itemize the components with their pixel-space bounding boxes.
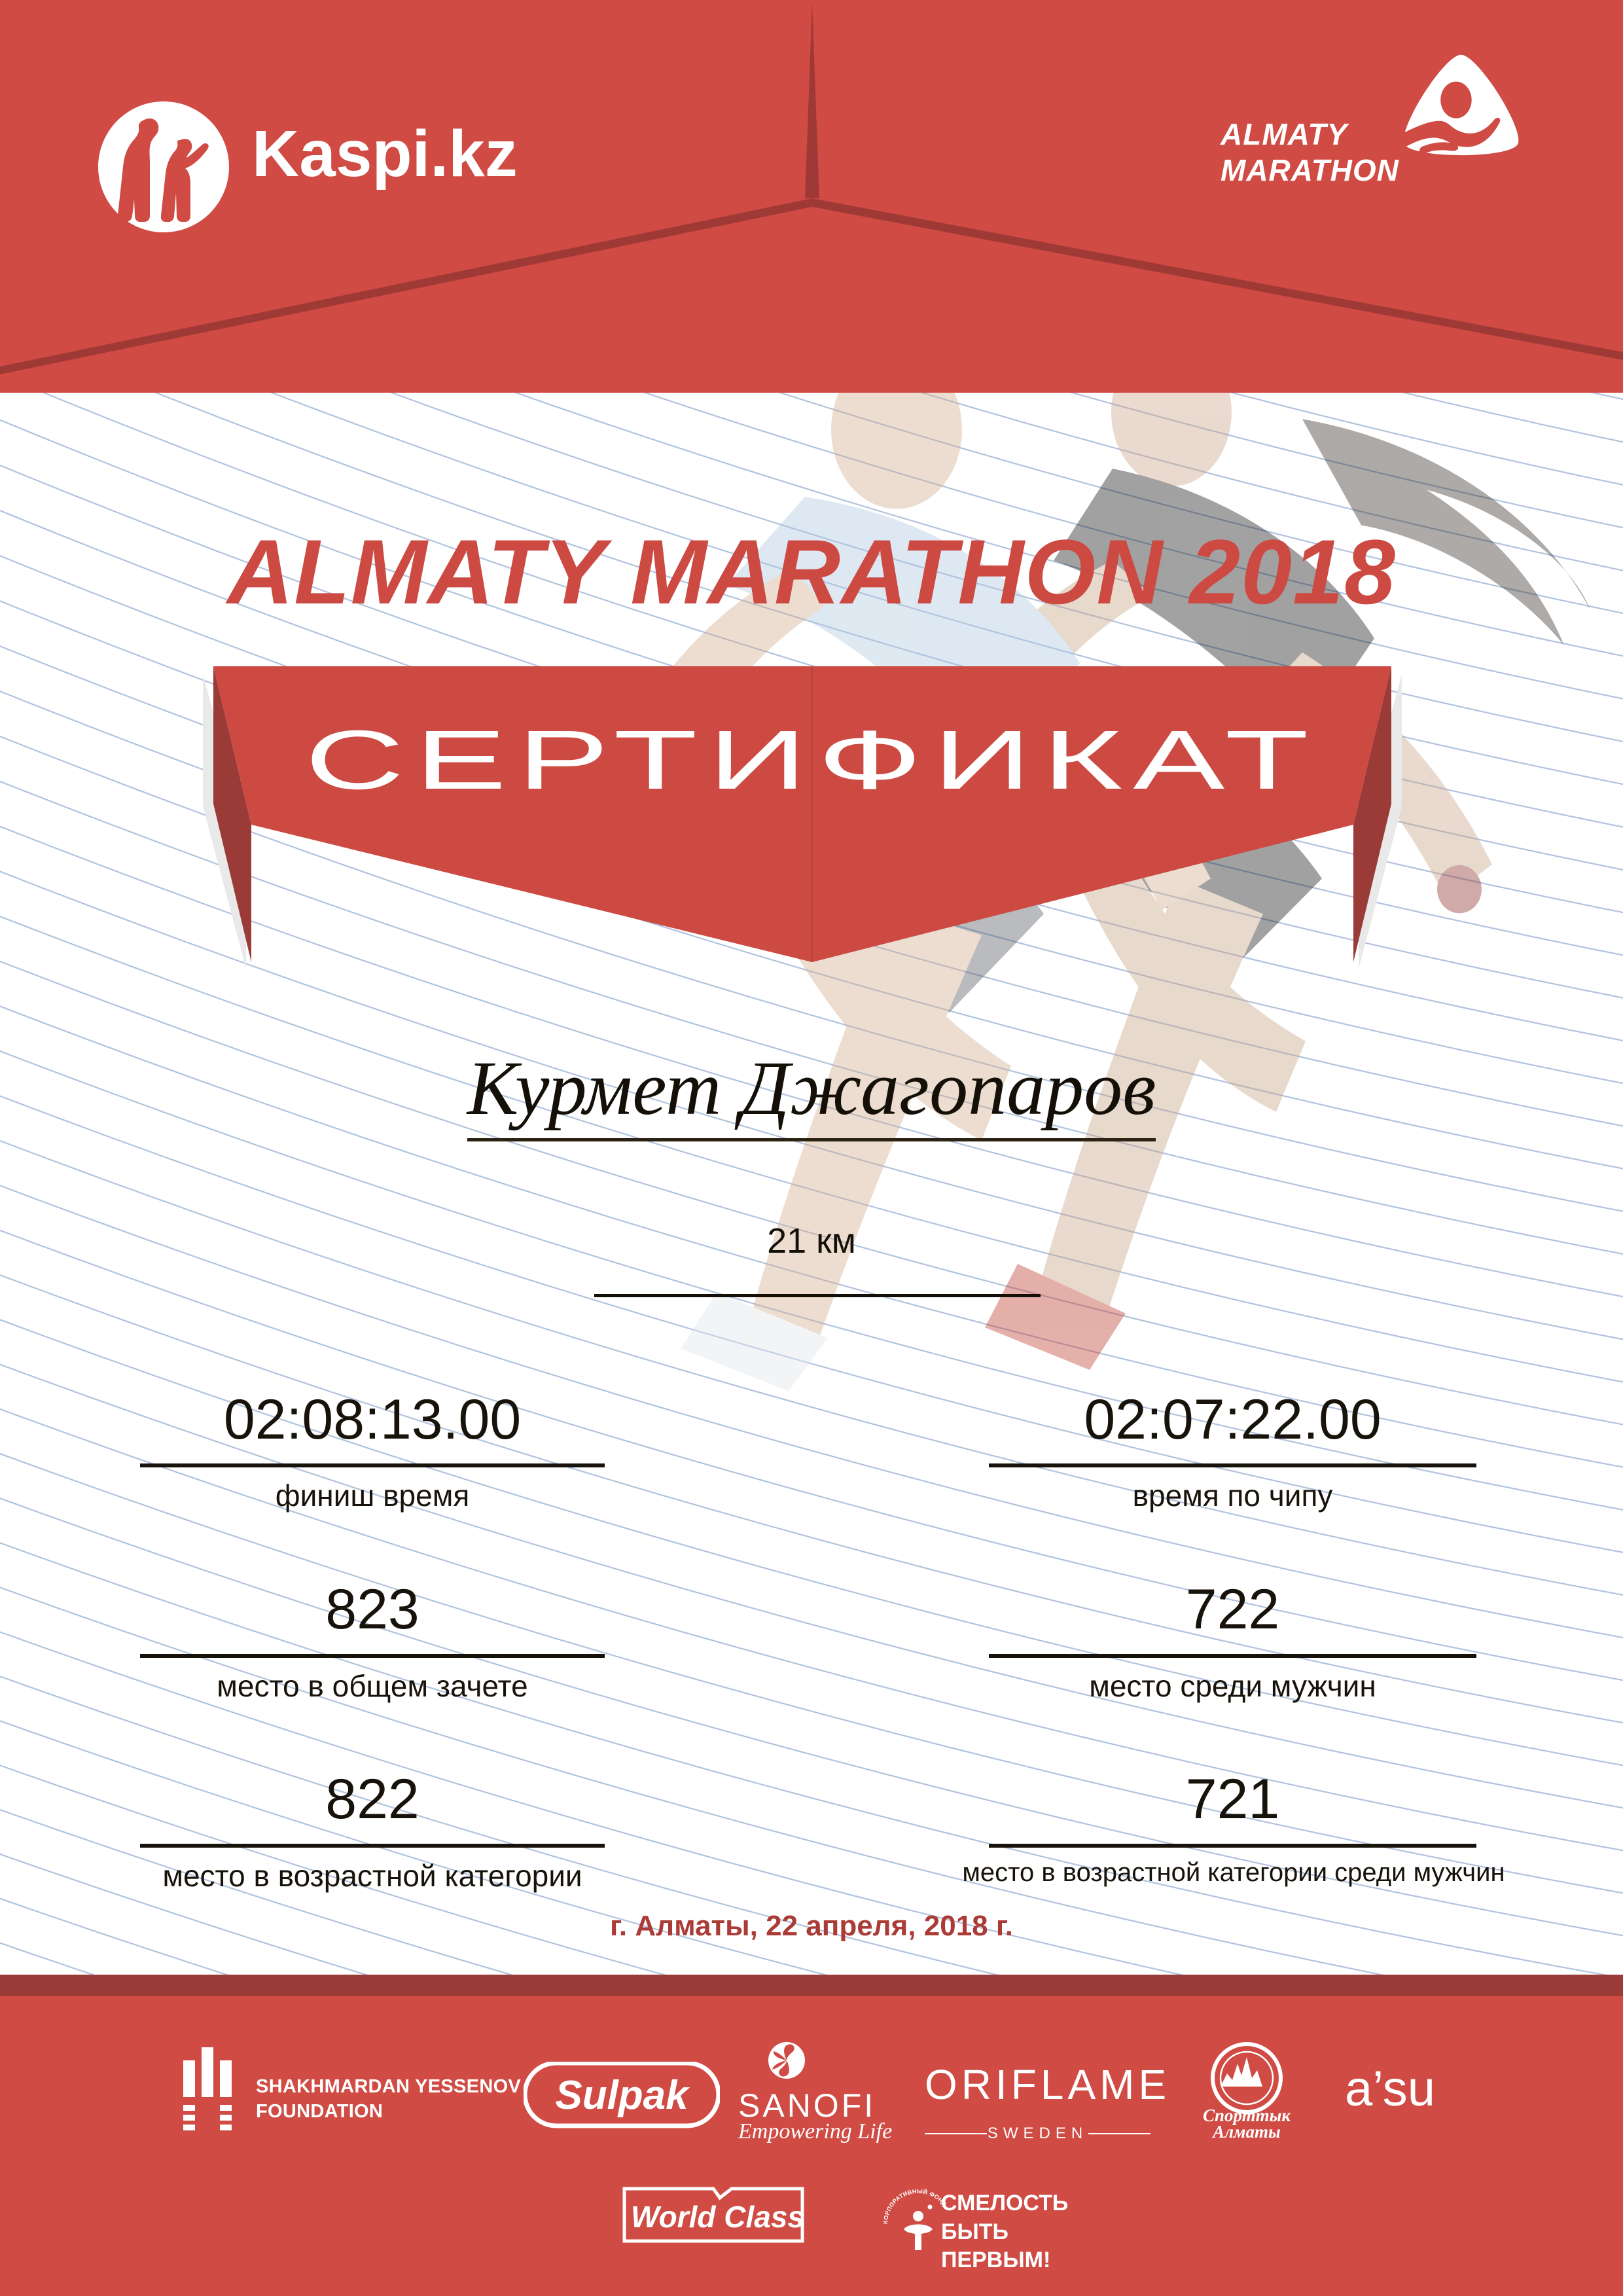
svg-text:Алматы: Алматы	[1211, 2122, 1281, 2142]
svg-text:World Class: World Class	[631, 2200, 804, 2234]
svg-text:Sulpak: Sulpak	[555, 2073, 690, 2118]
